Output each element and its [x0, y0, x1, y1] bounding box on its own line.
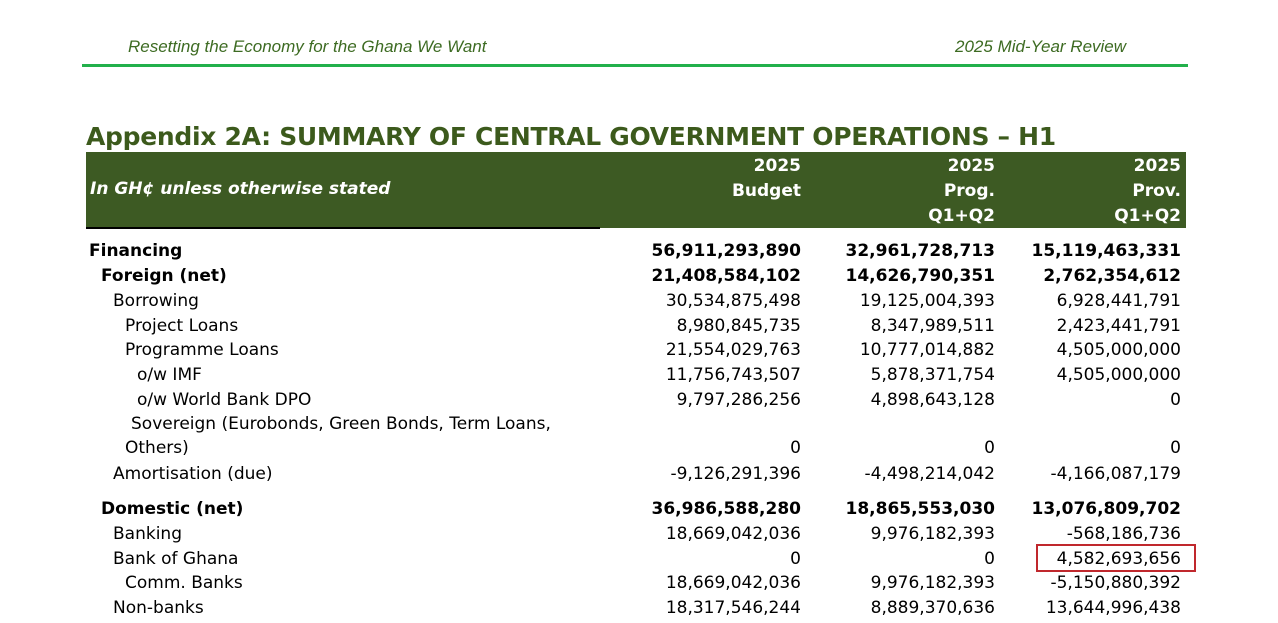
header-underline	[86, 227, 600, 229]
row-label: Bank of Ghana	[113, 549, 239, 569]
cell-value: -4,166,087,179	[1050, 464, 1181, 484]
table-row: Amortisation (due) -9,126,291,396 -4,498,2…	[0, 462, 1278, 487]
cell-value: 18,669,042,036	[665, 524, 801, 544]
header-right: 2025 Mid-Year Review	[955, 37, 1127, 56]
cell-value: 13,644,996,438	[1045, 598, 1181, 618]
cell-value: 8,347,989,511	[870, 316, 995, 336]
cell-value: 0	[790, 549, 801, 569]
cell-value: 8,889,370,636	[870, 598, 995, 618]
row-label: Banking	[113, 524, 182, 544]
cell-value: 21,554,029,763	[665, 340, 801, 360]
table-row: Foreign (net) 21,408,584,102 14,626,790,35…	[0, 264, 1278, 289]
table-row: o/w IMF 11,756,743,507 5,878,371,754 4,505,…	[0, 363, 1278, 388]
cell-value: 0	[1170, 438, 1181, 458]
header-left: Resetting the Economy for the Ghana We W…	[128, 37, 487, 56]
units-label: In GH¢ unless otherwise stated	[90, 179, 391, 199]
cell-value: 32,961,728,713	[845, 241, 996, 261]
cell-value: 36,986,588,280	[651, 499, 802, 519]
cell-value: 9,976,182,393	[870, 524, 995, 544]
cell-value: 4,898,643,128	[870, 390, 995, 410]
cell-value: 0	[984, 438, 995, 458]
cell-value: 0	[984, 549, 995, 569]
column-header-prov: 2025 Prov. Q1+Q2	[1114, 156, 1181, 226]
table-header: In GH¢ unless otherwise stated 2025 Budg…	[86, 152, 1186, 228]
cell-value: -4,498,214,042	[864, 464, 995, 484]
cell-value: 8,980,845,735	[676, 316, 801, 336]
cell-value: 18,865,553,030	[845, 499, 996, 519]
cell-value: 0	[1170, 390, 1181, 410]
table-row: Domestic (net) 36,986,588,280 18,865,553,0…	[0, 497, 1278, 522]
table-row: Non-banks 18,317,546,244 8,889,370,636 13,6…	[0, 596, 1278, 621]
table-row: Sovereign (Eurobonds, Green Bonds, Term …	[0, 414, 1278, 461]
cell-value: 10,777,014,882	[859, 340, 995, 360]
table-row: Borrowing 30,534,875,498 19,125,004,393 6,9…	[0, 289, 1278, 314]
row-label: o/w World Bank DPO	[137, 390, 312, 410]
table-row: Banking 18,669,042,036 9,976,182,393 -568,1…	[0, 522, 1278, 547]
cell-value: 56,911,293,890	[651, 241, 802, 261]
cell-value: 14,626,790,351	[845, 266, 996, 286]
cell-value: 18,317,546,244	[665, 598, 801, 618]
cell-value: 5,878,371,754	[870, 365, 995, 385]
cell-value: 9,976,182,393	[870, 573, 995, 593]
cell-value: 13,076,809,702	[1031, 499, 1182, 519]
cell-value: -5,150,880,392	[1050, 573, 1181, 593]
row-label: Borrowing	[113, 291, 199, 311]
row-label: o/w IMF	[137, 365, 202, 385]
cell-value: 18,669,042,036	[665, 573, 801, 593]
page-title: Appendix 2A: SUMMARY OF CENTRAL GOVERNME…	[86, 122, 1056, 151]
table-row: Bank of Ghana 0 0 4,582,693,656	[0, 547, 1278, 572]
table-row: Comm. Banks 18,669,042,036 9,976,182,393 -5…	[0, 571, 1278, 596]
cell-value: 4,582,693,656	[1056, 549, 1181, 569]
row-label: Financing	[89, 241, 183, 261]
cell-value: 9,797,286,256	[676, 390, 801, 410]
cell-value: 21,408,584,102	[651, 266, 802, 286]
cell-value: -568,186,736	[1066, 524, 1181, 544]
column-header-budget: 2025 Budget	[731, 156, 801, 201]
cell-value: 4,505,000,000	[1056, 365, 1181, 385]
cell-value: 19,125,004,393	[859, 291, 995, 311]
row-label: Amortisation (due)	[113, 464, 273, 484]
row-label: Domestic (net)	[101, 499, 244, 519]
row-label: Programme Loans	[125, 340, 279, 360]
cell-value: 0	[790, 438, 801, 458]
table-row: Financing 56,911,293,890 32,961,728,713 15,…	[0, 239, 1278, 264]
cell-value: 6,928,441,791	[1056, 291, 1181, 311]
cell-value: 30,534,875,498	[665, 291, 801, 311]
cell-value: -9,126,291,396	[670, 464, 801, 484]
row-label-cont: Others)	[125, 438, 189, 458]
row-label: Foreign (net)	[101, 266, 227, 286]
highlight-box	[1036, 544, 1196, 572]
table-row: Project Loans 8,980,845,735 8,347,989,511 2…	[0, 314, 1278, 339]
header-divider	[82, 64, 1188, 67]
cell-value: 15,119,463,331	[1031, 241, 1182, 261]
row-label: Sovereign (Eurobonds, Green Bonds, Term …	[131, 414, 551, 434]
row-label: Project Loans	[125, 316, 239, 336]
row-label: Non-banks	[113, 598, 204, 618]
cell-value: 2,423,441,791	[1056, 316, 1181, 336]
table-row: o/w World Bank DPO 9,797,286,256 4,898,643…	[0, 388, 1278, 413]
cell-value: 2,762,354,612	[1043, 266, 1181, 286]
table-row: Programme Loans 21,554,029,763 10,777,014,…	[0, 338, 1278, 363]
cell-value: 4,505,000,000	[1056, 340, 1181, 360]
column-header-prog: 2025 Prog. Q1+Q2	[928, 156, 995, 226]
row-label: Comm. Banks	[125, 573, 243, 593]
cell-value: 11,756,743,507	[665, 365, 801, 385]
